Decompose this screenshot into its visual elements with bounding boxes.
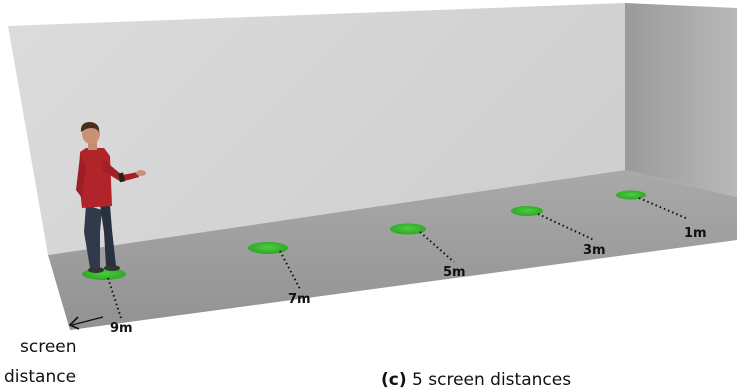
marker-3m-label: 3m [583,243,606,258]
caption-tag: (c) [381,370,407,390]
caption-text: 5 screen distances [412,370,572,390]
marker-9m-label: 9m [110,321,133,336]
right-wall [625,3,737,197]
floor [48,170,737,330]
marker-5m: 5m [390,223,466,280]
axis-label-line1: screen [20,337,77,357]
figure-caption: (c) 5 screen distances [381,370,571,390]
distance-axis [68,316,104,330]
back-wall [8,3,625,255]
axis-label-line2: distance [4,367,77,387]
marker-1m-label: 1m [684,226,707,241]
marker-3m: 3m [511,206,606,258]
marker-7m-label: 7m [288,292,311,307]
marker-7m: 7m [248,242,311,307]
marker-1m: 1m [616,190,707,241]
person-figure [76,122,146,273]
marker-5m-label: 5m [443,265,466,280]
